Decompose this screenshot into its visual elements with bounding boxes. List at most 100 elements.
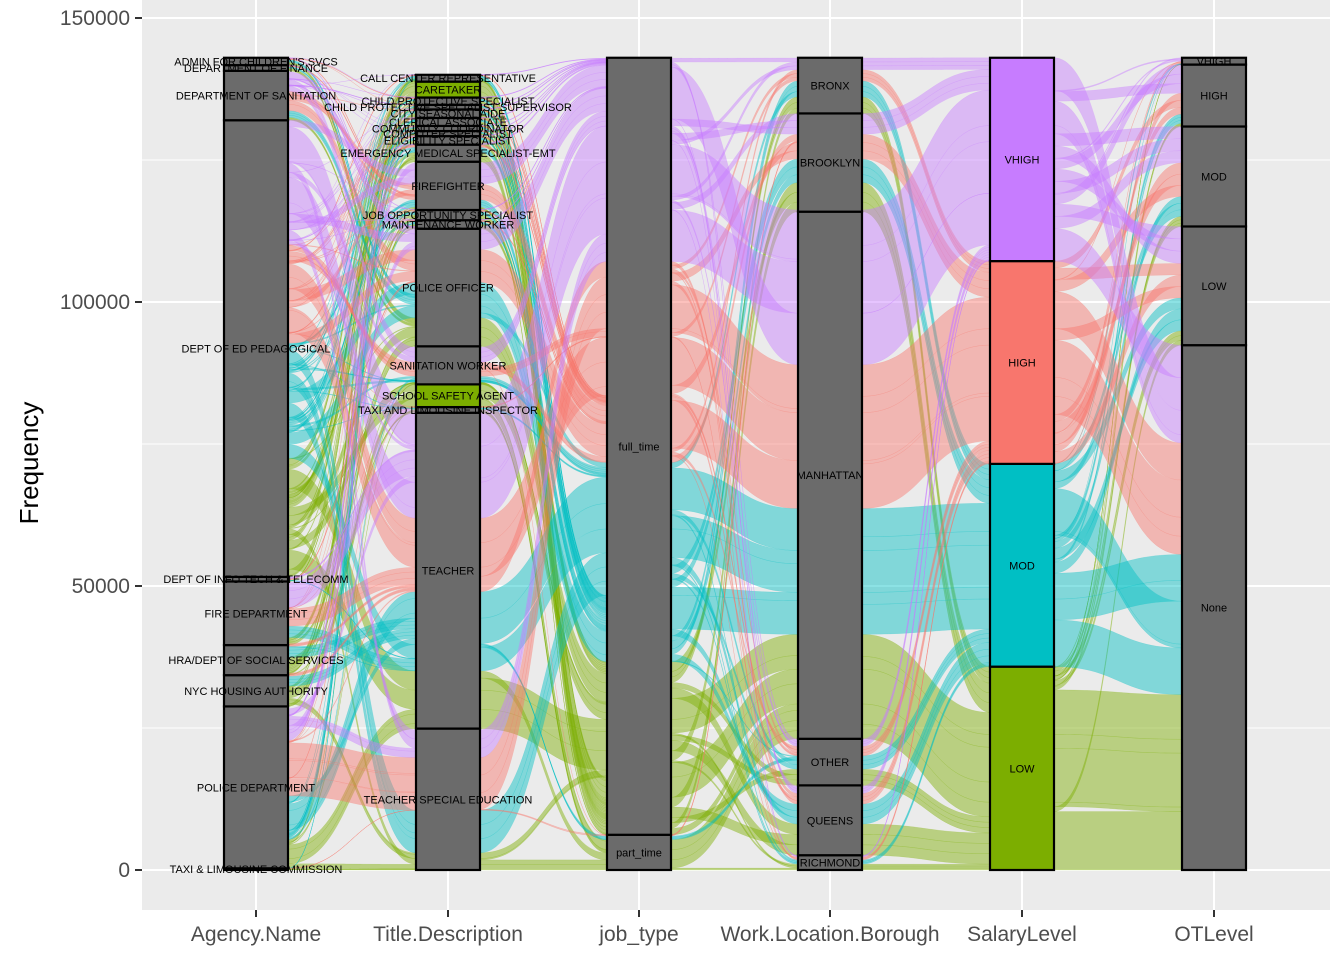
stratum-label: TAXI AND LIMOUSINE INSPECTOR — [358, 405, 538, 417]
axis-strata-title-description: TEACHER SPECIAL EDUCATION TEACHER TAXI AND… — [324, 73, 572, 872]
stratum-label: MOD — [1201, 171, 1227, 183]
stratum-mod — [988, 462, 1056, 668]
y-tick-label: 100000 — [60, 291, 130, 314]
flow-low — [479, 864, 608, 871]
stratum-label: DEPARTMENT OF SANITATION — [176, 91, 336, 103]
stratum-label: COMPUTER SPECIALIST — [383, 129, 513, 141]
stratum-dept-of-ed-pedagogical — [222, 119, 290, 579]
stratum-label: SANITATION WORKER — [390, 360, 507, 372]
stratum-label: POLICE OFFICER — [402, 283, 494, 295]
stratum-label: JOB OPPORTUNITY SPECIALIST — [363, 210, 533, 222]
stratum-label: NYC HOUSING AUTHORITY — [184, 686, 328, 698]
flow-low — [479, 859, 608, 865]
strata: TAXI & LIMOUSINE COMMISSION POLICE DEPART… — [163, 56, 1248, 876]
flow-low — [861, 863, 991, 867]
stratum-label: full_time — [619, 441, 660, 453]
stratum-label: MANHATTAN — [797, 470, 864, 482]
stratum-high — [988, 260, 1056, 465]
stratum-label: DEPARTMENT OF FINANCE — [184, 63, 328, 75]
flow-low — [1053, 811, 1183, 871]
flow-vhigh — [670, 57, 799, 63]
y-tick-label: 150000 — [60, 7, 130, 30]
axis-strata-otlevel: None LOW MOD HIGH VHIGH — [1180, 56, 1248, 872]
stratum-firefighter — [414, 160, 482, 212]
stratum-label: CHILD PROTECTIVE SPECIALIST SUPERVISOR — [324, 102, 572, 114]
stratum-label: COMMUNITY COORDINATOR — [372, 123, 524, 135]
stratum-call-center-representative — [414, 73, 482, 83]
x-tick-label: Work.Location.Borough — [720, 923, 939, 946]
stratum-label: QUEENS — [807, 815, 853, 827]
stratum-label: SCHOOL SAFETY AGENT — [382, 391, 514, 403]
stratum-bronx — [796, 56, 864, 115]
stratum-label: HIGH — [1200, 91, 1228, 103]
stratum-label: CLERICAL ASSOCIATE — [389, 117, 507, 129]
stratum-label: TEACHER — [422, 566, 475, 578]
stratum-low — [988, 665, 1056, 872]
stratum-label: VHIGH — [1197, 56, 1232, 68]
stratum-vhigh — [1180, 56, 1248, 66]
y-axis-label: Frequency — [14, 402, 44, 525]
axis-strata-job-type: part_time full_time — [605, 56, 673, 872]
flow-vhigh — [861, 57, 991, 63]
stratum-label: FIRE DEPARTMENT — [205, 608, 308, 620]
x-tick-label: SalaryLevel — [967, 923, 1077, 946]
stratum-label: ELIGIBILITY SPECIALIST — [384, 135, 512, 147]
stratum-label: RICHMOND — [800, 858, 861, 870]
stratum-label: DEPT OF ED PEDAGOGICAL — [182, 344, 331, 356]
stratum-label: TEACHER SPECIAL EDUCATION — [364, 794, 533, 806]
flow-low — [1053, 748, 1183, 808]
stratum-police-officer — [414, 227, 482, 348]
stratum-label: OTHER — [811, 757, 850, 769]
x-tick-label: Title.Description — [373, 923, 523, 946]
stratum-low — [1180, 225, 1248, 347]
stratum-hra-dept-of-social-services — [222, 643, 290, 677]
stratum-label: EMERGENCY MEDICAL SPECIALIST-EMT — [340, 148, 555, 160]
flow-low — [861, 865, 991, 869]
stratum-label: CHILD PROTECTIVE SPECIALIST — [362, 96, 535, 108]
flow-low — [861, 867, 991, 871]
stratum-label: MOD — [1009, 560, 1035, 572]
stratum-nyc-housing-authority — [222, 674, 290, 708]
stratum-fire-department — [222, 580, 290, 647]
stratum-label: BRONX — [810, 81, 850, 93]
axes: 0 50000 100000 150000 Agency.Name Title.Descr… — [60, 7, 1254, 946]
panel-background — [142, 0, 1330, 910]
x-tick-label: job_type — [598, 923, 678, 946]
stratum-label: POLICE DEPARTMENT — [197, 782, 315, 794]
stratum-label: TAXI & LIMOUSINE COMMISSION — [170, 864, 343, 876]
flow-low — [1053, 689, 1183, 740]
stratum-label: FIREFIGHTER — [411, 181, 484, 193]
stratum-label: part_time — [616, 847, 662, 859]
axis-strata-salarylevel: LOW MOD HIGH VHIGH — [988, 56, 1056, 872]
stratum-label: HRA/DEPT OF SOCIAL SERVICES — [168, 655, 343, 667]
stratum-department-of-sanitation — [222, 69, 290, 122]
stratum-label: BROOKLYN — [800, 158, 860, 170]
stratum-label: LOW — [1009, 763, 1035, 775]
stratum-label: LOW — [1201, 281, 1227, 293]
stratum-vhigh — [988, 56, 1056, 263]
axis-strata-work-location-borough: RICHMOND QUEENS OTHER MANHATTAN BROOKLYN BRON… — [796, 56, 864, 872]
stratum-high — [1180, 63, 1248, 128]
stratum-label: HIGH — [1008, 357, 1036, 369]
flow-low — [670, 867, 799, 871]
stratum-label: None — [1201, 603, 1227, 615]
stratum-other — [796, 737, 864, 787]
x-tick-label: Agency.Name — [191, 923, 321, 946]
stratum-queens — [796, 784, 864, 857]
flows — [287, 57, 1183, 871]
stratum-label: VHIGH — [1005, 154, 1040, 166]
stratum-label: DEPT OF INFO TECH & TELECOMM — [163, 574, 348, 586]
stratum-label: MAINTENANCE WORKER — [382, 219, 515, 231]
axis-strata-agency-name: TAXI & LIMOUSINE COMMISSION POLICE DEPART… — [163, 56, 348, 876]
stratum-label: ADMIN FOR CHILDREN'S SVCS — [174, 56, 337, 68]
x-tick-label: OTLevel — [1174, 923, 1253, 946]
stratum-label: CALL CENTER REPRESENTATIVE — [360, 73, 536, 85]
stratum-part-time — [605, 833, 673, 872]
stratum-teacher-special-education — [414, 727, 482, 872]
stratum-sanitation-worker — [414, 345, 482, 386]
stratum-label: CARETAKER — [415, 85, 481, 97]
stratum-full-time — [605, 56, 673, 836]
stratum-label: CITY SEASONAL AIDE — [391, 109, 506, 121]
